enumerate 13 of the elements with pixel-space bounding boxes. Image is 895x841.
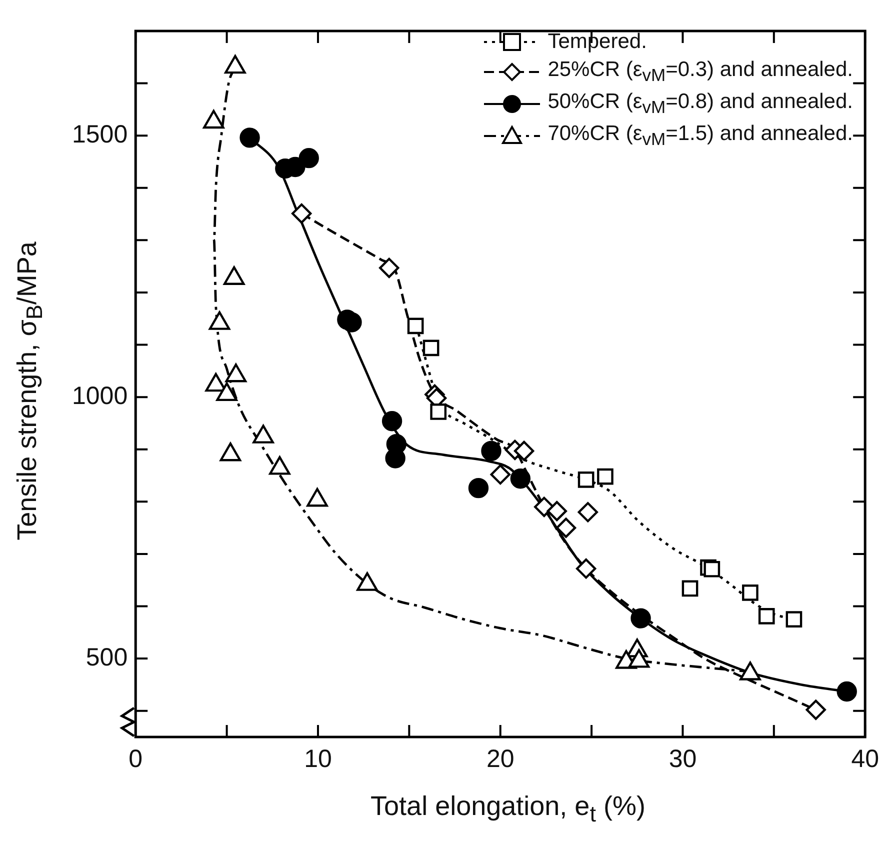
y-tick-label: 500 bbox=[86, 643, 128, 672]
x-axis-title: Total elongation, e$_{t}$ (%) bbox=[370, 790, 646, 827]
legend-label: 25%CR (ε$_{vM}$=0.3) and annealed. bbox=[548, 58, 853, 86]
x-tick-label: 30 bbox=[668, 744, 697, 773]
x-tick-label: 20 bbox=[486, 744, 514, 773]
y-tick-label: 1000 bbox=[72, 382, 128, 410]
legend-label: Tempered. bbox=[548, 30, 647, 54]
y-tick-label: 1500 bbox=[72, 120, 128, 148]
legend-label: 50%CR (ε$_{vM}$=0.8) and annealed. bbox=[548, 90, 853, 118]
legend-label: 70%CR (ε$_{vM}$=1.5) and annealed. bbox=[548, 122, 853, 151]
x-tick-label: 10 bbox=[304, 744, 332, 773]
x-tick-label: 0 bbox=[128, 744, 143, 773]
x-tick-label: 40 bbox=[851, 744, 879, 773]
